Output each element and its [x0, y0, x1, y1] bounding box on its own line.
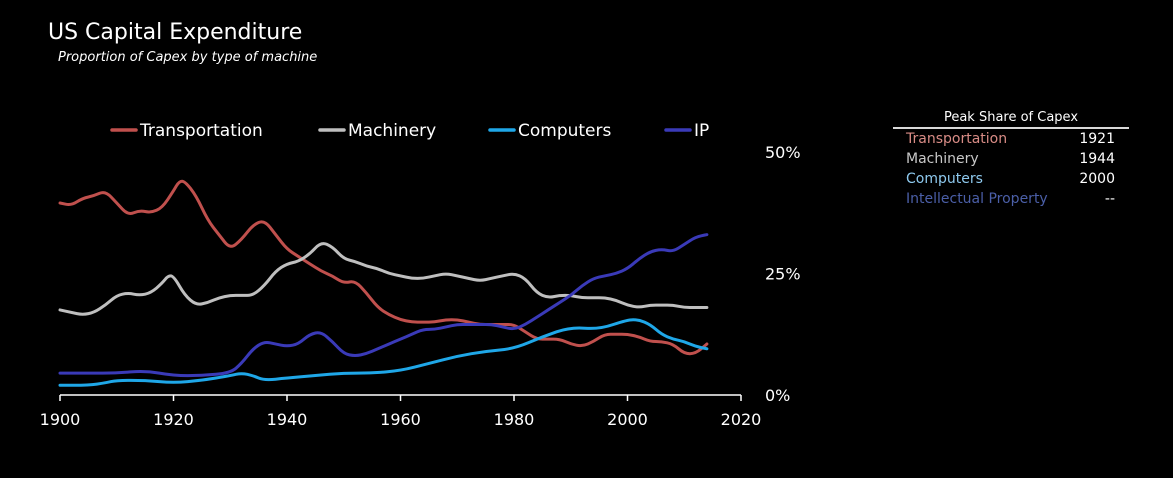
- peak-row-year: 1944: [1079, 151, 1115, 167]
- peak-share-table: Peak Share of Capex Transportation 1921 …: [893, 110, 1129, 209]
- axis-layer: 1900 1920 1940 1960 1980 2000 2020 50% 25% 0%: [40, 143, 801, 429]
- peak-row-name: Intellectual Property: [906, 191, 1048, 207]
- legend: Transportation Machinery Computers IP: [110, 121, 709, 141]
- peak-row-transportation: Transportation 1921: [893, 129, 1129, 149]
- y-tick-label: 25%: [765, 265, 801, 284]
- peak-row-name: Transportation: [906, 131, 1008, 147]
- peak-row-year: 1921: [1079, 131, 1115, 147]
- x-tick-label: 1920: [153, 410, 194, 429]
- x-tick-label: 1960: [380, 410, 421, 429]
- x-tick-label: 2020: [721, 410, 762, 429]
- series-line-transportation: [58, 179, 709, 356]
- x-tick-label: 1940: [267, 410, 308, 429]
- x-tick-label: 1980: [494, 410, 535, 429]
- peak-row-machinery: Machinery 1944: [893, 149, 1129, 169]
- chart-subtitle: Proportion of Capex by type of machine: [58, 50, 318, 65]
- peak-row-year: --: [1104, 191, 1115, 207]
- legend-label: IP: [694, 121, 709, 141]
- series-line-computers: [58, 318, 709, 387]
- peak-row-ip: Intellectual Property --: [893, 189, 1129, 209]
- peak-row-name: Computers: [906, 171, 983, 187]
- peak-row-year: 2000: [1079, 171, 1115, 187]
- legend-label: Machinery: [348, 121, 436, 141]
- legend-label: Computers: [518, 121, 612, 141]
- series-line-machinery: [58, 242, 709, 316]
- chart-title: US Capital Expenditure: [48, 20, 303, 45]
- peak-table-header: Peak Share of Capex: [893, 110, 1129, 129]
- series-layer: [58, 179, 709, 387]
- peak-row-computers: Computers 2000: [893, 169, 1129, 189]
- y-tick-label: 50%: [765, 143, 801, 162]
- x-tick-label: 2000: [607, 410, 648, 429]
- peak-row-name: Machinery: [906, 151, 979, 167]
- legend-label: Transportation: [139, 121, 263, 141]
- y-tick-label: 0%: [765, 386, 790, 405]
- series-line-ip: [58, 233, 709, 378]
- x-tick-label: 1900: [40, 410, 81, 429]
